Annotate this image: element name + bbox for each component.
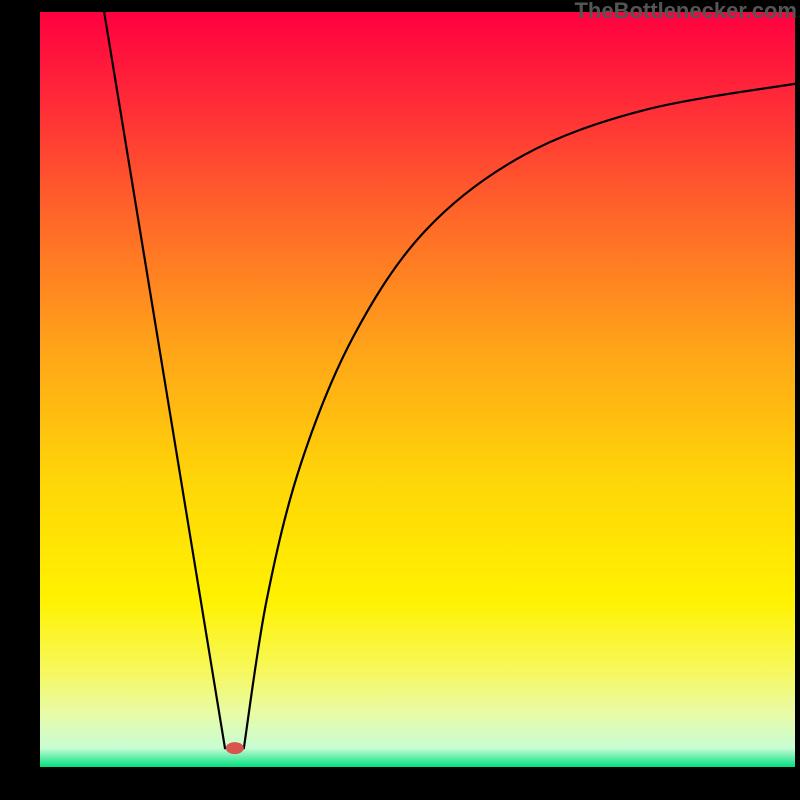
optimum-marker bbox=[226, 742, 244, 754]
curve-layer bbox=[40, 12, 795, 767]
plot-area bbox=[40, 12, 795, 767]
watermark-label: TheBottlenecker.com bbox=[574, 0, 797, 24]
chart-container: TheBottlenecker.com bbox=[0, 0, 800, 800]
